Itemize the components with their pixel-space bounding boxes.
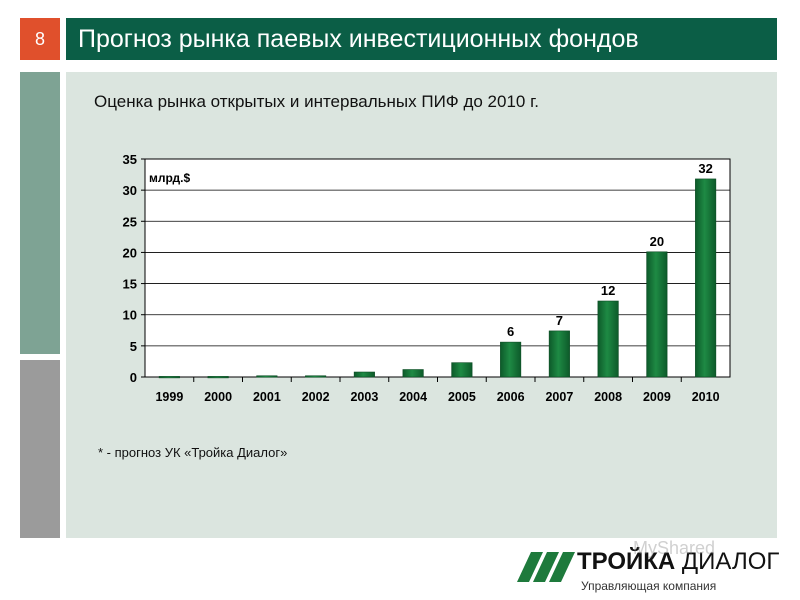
logo-tagline: Управляющая компания [581,579,717,593]
slide-title: Прогноз рынка паевых инвестиционных фонд… [66,18,777,60]
x-tick-label: 2008 [594,390,622,404]
bar [353,371,375,378]
bar [548,330,570,378]
bar [256,375,278,378]
data-label: 6 [507,324,514,339]
side-decor-top [20,72,60,354]
logo-mark-icon [517,552,575,582]
y-tick-label: 0 [130,370,137,385]
x-tick-label: 2002 [302,390,330,404]
data-label: 20 [650,234,664,249]
x-tick-label: 2010 [692,390,720,404]
y-unit-label: млрд.$ [149,171,190,185]
bar [402,369,424,378]
chart-subtitle: Оценка рынка открытых и интервальных ПИФ… [94,92,539,111]
bar [305,375,327,378]
x-tick-label: 2000 [204,390,232,404]
company-logo: ТРОЙКА ДИАЛОГ Управляющая компания [515,540,785,598]
data-label: 7 [556,313,563,328]
bar [158,376,180,379]
y-tick-label: 10 [123,308,137,323]
bar [597,300,619,378]
logo-name-regular: ДИАЛОГ [681,548,780,575]
side-decor-bottom [20,360,60,538]
y-tick-label: 5 [130,339,137,354]
x-tick-label: 2006 [497,390,525,404]
plot-area [144,158,731,378]
slide-number: 8 [20,18,60,60]
x-tick-label: 1999 [155,390,183,404]
y-tick-label: 35 [123,152,137,167]
footnote: * - прогноз УК «Тройка Диалог» [98,445,288,460]
x-tick-label: 2003 [350,390,378,404]
bar [646,251,668,378]
data-label: 12 [601,283,615,298]
bar [207,376,229,379]
bar [451,362,473,378]
bar-chart: 0 5 10 15 20 25 30 35 млрд.$ 1999 2000 2001 2002 2003… [123,152,731,404]
x-tick-label: 2009 [643,390,671,404]
y-tick-label: 30 [123,183,137,198]
x-tick-label: 2005 [448,390,476,404]
y-tick-label: 15 [123,277,137,292]
x-tick-label: 2004 [399,390,427,404]
bar [695,178,717,378]
logo-name: ТРОЙКА ДИАЛОГ [577,548,779,576]
x-tick-label: 2001 [253,390,281,404]
data-label: 32 [698,161,712,176]
y-tick-label: 20 [123,245,137,260]
y-tick-label: 25 [123,214,137,229]
x-tick-label: 2007 [545,390,573,404]
bar [500,341,522,378]
watermark: MyShared [633,538,716,558]
logo-name-bold: ТРОЙКА [577,548,676,575]
